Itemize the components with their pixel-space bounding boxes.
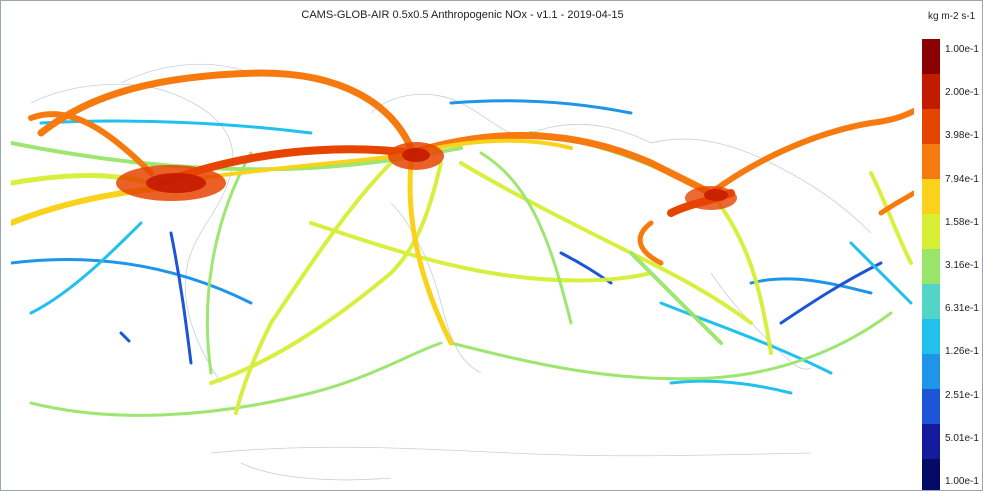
- map-plot-area[interactable]: [11, 23, 914, 490]
- legend-swatch: [922, 214, 940, 250]
- map-title: CAMS-GLOB-AIR 0.5x0.5 Anthropogenic NOx …: [301, 9, 624, 21]
- legend-swatch: [922, 74, 940, 110]
- tracks-high: [11, 69, 914, 346]
- legend-swatch: [922, 284, 940, 320]
- legend-label: 1.00e-1: [945, 44, 979, 55]
- legend-swatch: [922, 144, 940, 180]
- legend-swatch: [922, 179, 940, 215]
- legend-swatch: [922, 459, 940, 490]
- tracks-low: [11, 99, 913, 395]
- legend-swatch: [922, 424, 940, 460]
- hub-north-america: [116, 165, 226, 201]
- hub-europe: [388, 142, 444, 170]
- legend-label: 1.26e-1: [945, 346, 979, 358]
- hub-east-asia: [685, 186, 737, 210]
- legend-swatch: [922, 354, 940, 390]
- legend-swatch: [922, 39, 940, 75]
- legend-label: 1.00e-1: [945, 476, 979, 487]
- legend-label: 6.31e-1: [945, 303, 979, 315]
- legend-units: kg m-2 s-1: [928, 11, 976, 22]
- legend-label: 2.51e-1: [945, 389, 979, 401]
- legend-swatch: [922, 109, 940, 145]
- legend-swatch: [922, 389, 940, 425]
- legend-label: 5.01e-1: [945, 432, 979, 444]
- legend-swatch: [922, 249, 940, 285]
- coastlines: [30, 63, 872, 481]
- emissions-map: [11, 63, 914, 481]
- legend-label: 3.16e-1: [945, 260, 979, 271]
- legend-label: 1.58e-1: [945, 216, 979, 228]
- legend-colorbar: [922, 39, 940, 490]
- legend-label: 2.00e-1: [945, 87, 979, 99]
- legend-label: 3.98e-1: [945, 130, 979, 142]
- legend-swatch: [922, 319, 940, 355]
- legend-label: 7.94e-1: [945, 173, 979, 185]
